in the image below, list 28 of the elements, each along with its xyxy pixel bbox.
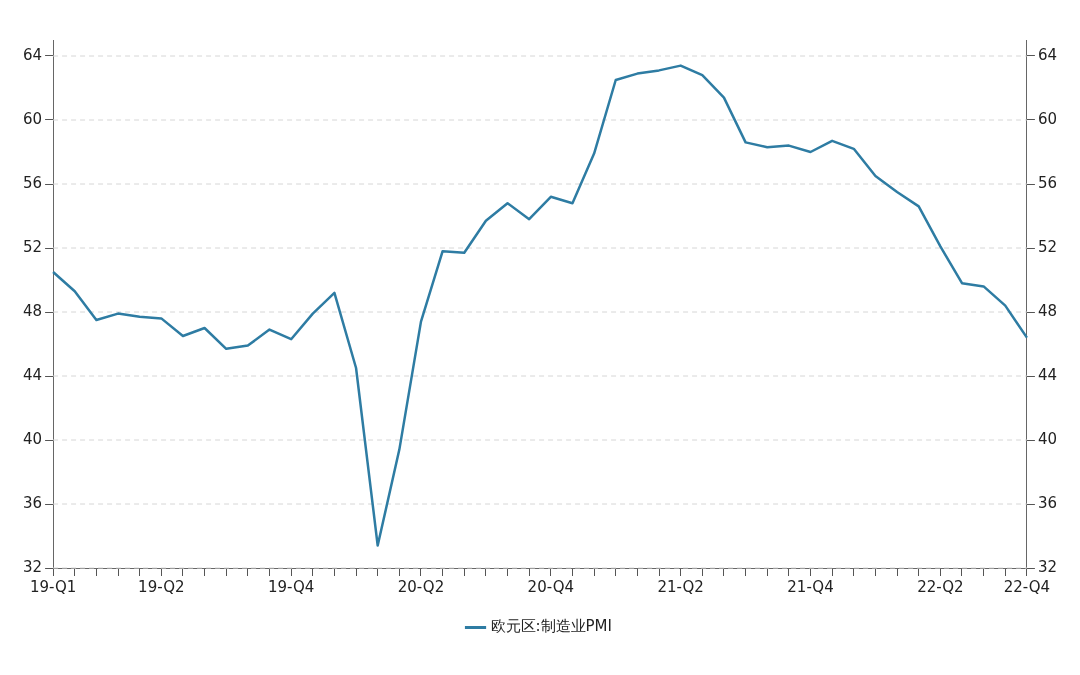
x-tick-label: 19-Q2 (138, 577, 185, 596)
y2-tick-label: 64 (1037, 45, 1058, 64)
y-tick-label: 56 (22, 173, 43, 192)
y2-tick-label: 44 (1037, 365, 1058, 384)
x-tick-label: 20-Q4 (527, 577, 575, 596)
x-tick-label: 22-Q4 (1003, 577, 1051, 596)
x-tick-label: 21-Q4 (787, 577, 834, 596)
y-tick-label: 40 (22, 429, 43, 448)
y-tick-label: 52 (22, 237, 43, 256)
y-tick-label: 64 (22, 45, 43, 64)
y2-tick-label: 36 (1037, 493, 1058, 512)
y2-tick-label: 40 (1037, 429, 1058, 448)
legend-label: 欧元区:制造业PMI (490, 617, 612, 636)
y-tick-label: 48 (22, 301, 43, 320)
x-tick-label: 21-Q2 (657, 577, 704, 596)
y-tick-label: 32 (22, 557, 43, 576)
x-tick-label: 22-Q2 (917, 577, 964, 596)
y-tick-label: 44 (22, 365, 43, 384)
y-tick-label: 60 (22, 109, 43, 128)
y2-tick-label: 60 (1037, 109, 1058, 128)
y2-tick-label: 32 (1037, 557, 1058, 576)
x-tick-label: 20-Q2 (397, 577, 445, 596)
y2-tick-label: 56 (1037, 173, 1058, 192)
x-tick-label: 19-Q1 (29, 577, 77, 596)
y2-tick-label: 52 (1037, 237, 1058, 256)
y-tick-label: 36 (22, 493, 43, 512)
x-tick-label: 19-Q4 (267, 577, 315, 596)
y2-tick-label: 48 (1037, 301, 1058, 320)
